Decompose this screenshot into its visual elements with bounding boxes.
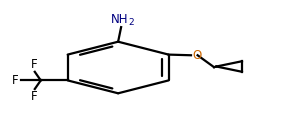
Text: F: F <box>31 58 38 71</box>
Text: O: O <box>192 49 201 62</box>
Text: NH: NH <box>111 14 128 26</box>
Text: F: F <box>31 90 38 103</box>
Text: 2: 2 <box>128 18 134 27</box>
Text: F: F <box>12 74 18 87</box>
